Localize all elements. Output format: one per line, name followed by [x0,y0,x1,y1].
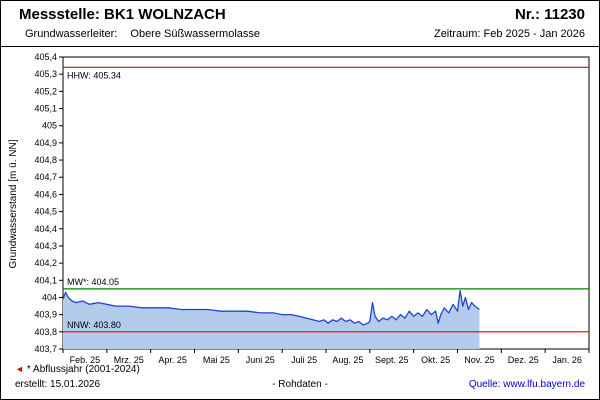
y-tick-label: 404,3 [34,241,57,251]
x-tick-label: Mrz. 25 [114,355,144,365]
subheader-row: Grundwasserleiter: Obere Süßwassermolass… [1,28,599,40]
created-date: erstellt: 15.01.2026 [15,379,101,390]
y-tick-label: 403,7 [34,344,57,354]
x-tick-label: Apr. 25 [158,355,187,365]
y-tick-label: 405 [42,121,57,131]
rohdaten-note: - Rohdaten - [272,379,328,390]
ref-line-label-mw: MW*: 404.05 [67,277,119,287]
y-tick-label: 405,3 [34,69,57,79]
plot-frame [62,56,590,350]
footnote-line: ◄ * Abflussjahr (2001-2024) [15,364,140,375]
x-tick-label: Jan. 26 [552,355,582,365]
aquifer-label: Grundwasserleiter: [25,28,118,40]
y-tick-label: 404,6 [34,189,57,199]
y-tick-label: 405,2 [34,86,57,96]
y-tick-label: 405,1 [34,104,57,114]
x-tick-label: Juni 25 [246,355,275,365]
y-tick-label: 404 [42,292,57,302]
y-tick-label: 404,8 [34,155,57,165]
x-tick-label: Aug. 25 [332,355,363,365]
page-title: Messstelle: BK1 WOLNZACH [19,6,226,23]
data-area [63,290,480,349]
x-tick-label: Sept. 25 [375,355,409,365]
x-tick-label: Okt. 25 [421,355,450,365]
aquifer-info: Grundwasserleiter: Obere Süßwassermolass… [25,28,260,40]
period-label: Zeitraum: Feb 2025 - Jan 2026 [433,28,585,40]
header-divider [1,46,599,47]
station-number: Nr.: 11230 [514,6,585,23]
y-tick-label: 404,7 [34,172,57,182]
red-triangle-icon: ◄ [15,364,24,374]
y-tick-label: 404,2 [34,258,57,268]
source-link[interactable]: Quelle: www.lfu.bayern.de [468,379,585,390]
x-tick-label: Dez. 25 [508,355,539,365]
y-tick-label: 403,8 [34,327,57,337]
footnote-text: * Abflussjahr (2001-2024) [26,364,140,375]
ref-line-label-nnw: NNW: 403.80 [67,320,121,330]
ref-line-label-hhw: HHW: 405.34 [67,70,121,80]
y-tick-label: 404,5 [34,207,57,217]
y-tick-label: 404,9 [34,138,57,148]
header-row: Messstelle: BK1 WOLNZACH Nr.: 11230 [1,6,599,23]
y-tick-label: 404,4 [34,224,57,234]
y-tick-label: 404,1 [34,275,57,285]
data-line [62,289,480,326]
y-tick-label: 403,9 [34,310,57,320]
x-tick-label: Feb. 25 [70,355,101,365]
x-tick-label: Mai 25 [203,355,230,365]
x-tick-label: Nov. 25 [464,355,494,365]
y-tick-label: 405,4 [34,52,57,62]
aquifer-value: Obere Süßwassermolasse [130,28,260,40]
x-tick-label: Juli 25 [291,355,317,365]
